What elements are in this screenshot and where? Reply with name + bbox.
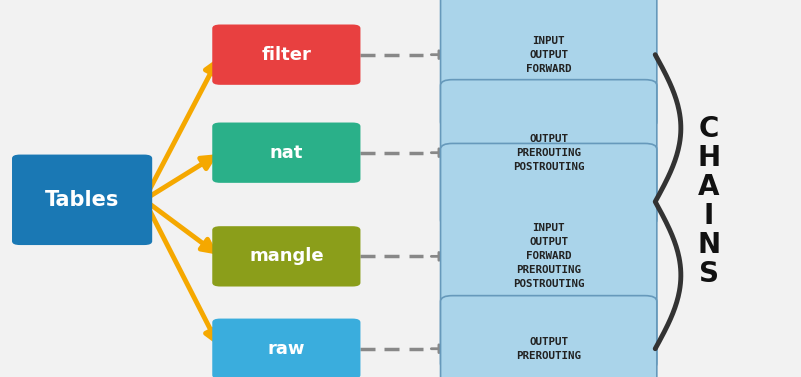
- FancyBboxPatch shape: [441, 80, 657, 226]
- FancyBboxPatch shape: [212, 123, 360, 183]
- Text: Tables: Tables: [45, 190, 119, 210]
- FancyBboxPatch shape: [212, 319, 360, 377]
- Text: OUTPUT
PREROUTING: OUTPUT PREROUTING: [516, 337, 582, 361]
- Text: nat: nat: [270, 144, 303, 162]
- Text: mangle: mangle: [249, 247, 324, 265]
- Text: INPUT
OUTPUT
FORWARD: INPUT OUTPUT FORWARD: [526, 36, 571, 74]
- FancyBboxPatch shape: [441, 0, 657, 128]
- Text: raw: raw: [268, 340, 305, 358]
- Text: C
H
A
I
N
S: C H A I N S: [698, 115, 720, 288]
- FancyBboxPatch shape: [212, 226, 360, 287]
- FancyBboxPatch shape: [212, 25, 360, 85]
- FancyBboxPatch shape: [12, 155, 152, 245]
- Text: filter: filter: [261, 46, 312, 64]
- Text: OUTPUT
PREROUTING
POSTROUTING: OUTPUT PREROUTING POSTROUTING: [513, 134, 585, 172]
- Text: INPUT
OUTPUT
FORWARD
PREROUTING
POSTROUTING: INPUT OUTPUT FORWARD PREROUTING POSTROUT…: [513, 223, 585, 290]
- FancyBboxPatch shape: [441, 143, 657, 369]
- FancyBboxPatch shape: [441, 296, 657, 377]
